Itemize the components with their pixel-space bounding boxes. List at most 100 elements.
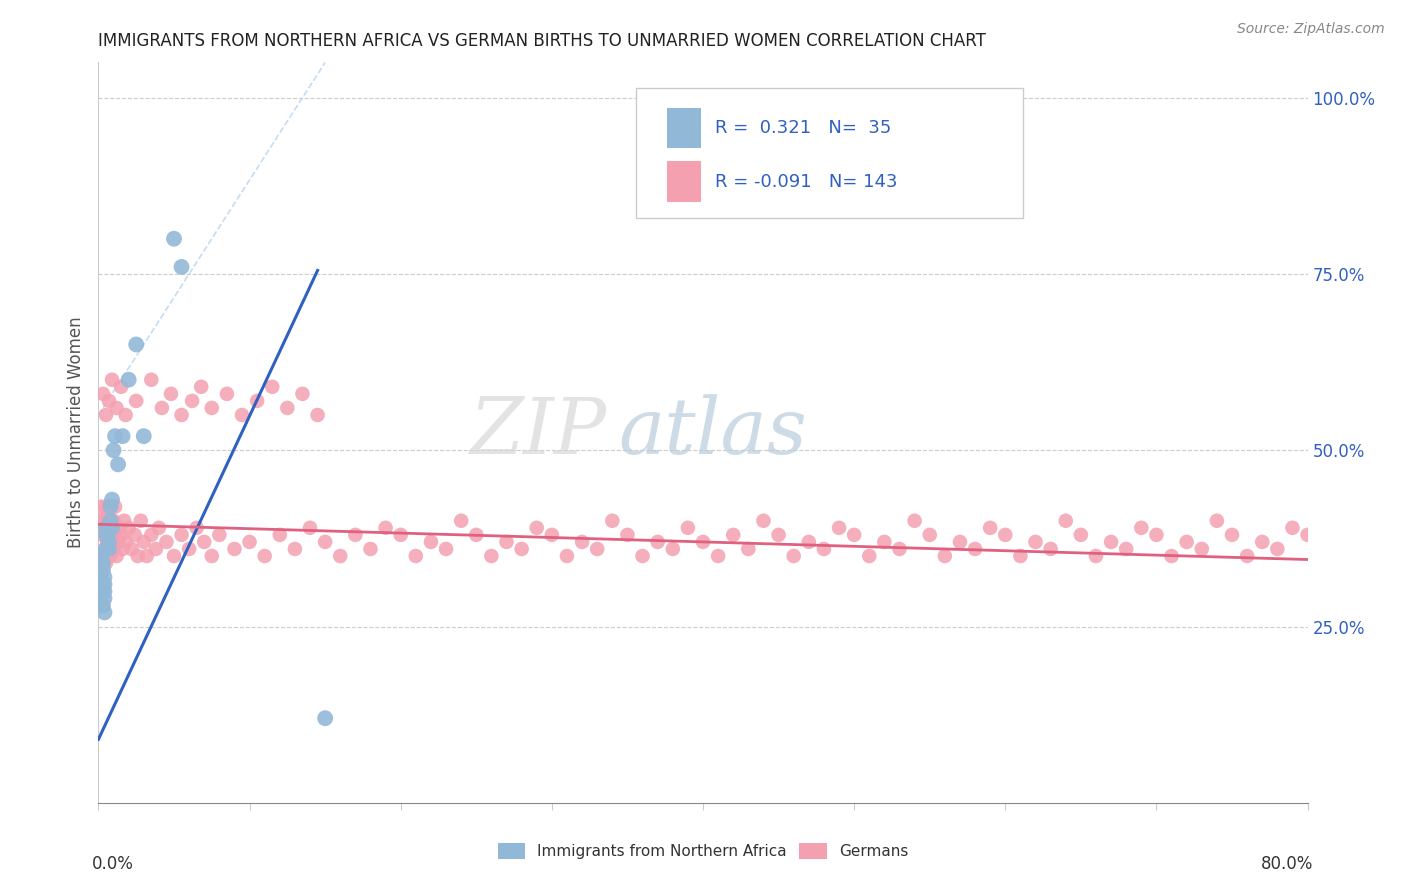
Point bbox=[94, 500, 117, 514]
Point bbox=[150, 401, 173, 415]
Point bbox=[540, 528, 562, 542]
Point bbox=[145, 541, 167, 556]
Point bbox=[91, 556, 114, 570]
Point bbox=[692, 535, 714, 549]
Point bbox=[89, 570, 111, 584]
Point bbox=[1039, 541, 1062, 556]
Point bbox=[555, 549, 578, 563]
Point bbox=[96, 521, 118, 535]
Point bbox=[96, 507, 118, 521]
Point bbox=[1144, 528, 1167, 542]
Point bbox=[105, 401, 128, 415]
Point bbox=[215, 387, 238, 401]
Point bbox=[994, 528, 1017, 542]
Point bbox=[179, 541, 201, 556]
Point bbox=[101, 373, 124, 387]
Point bbox=[631, 549, 654, 563]
Point bbox=[450, 514, 472, 528]
Text: R =  0.321   N=  35: R = 0.321 N= 35 bbox=[716, 119, 891, 136]
Point bbox=[132, 535, 155, 549]
Point bbox=[329, 549, 352, 563]
Point bbox=[98, 514, 121, 528]
Point bbox=[105, 549, 128, 563]
Point bbox=[314, 535, 336, 549]
Point bbox=[965, 541, 987, 556]
Point bbox=[91, 549, 114, 563]
Point bbox=[813, 541, 835, 556]
Point bbox=[100, 514, 122, 528]
Point bbox=[94, 528, 117, 542]
Point bbox=[96, 535, 118, 549]
Point bbox=[107, 458, 129, 472]
Point bbox=[112, 514, 135, 528]
Point bbox=[1175, 535, 1198, 549]
Point bbox=[98, 541, 121, 556]
Point bbox=[1010, 549, 1032, 563]
Point bbox=[170, 528, 193, 542]
Point bbox=[98, 541, 121, 556]
Y-axis label: Births to Unmarried Women: Births to Unmarried Women bbox=[66, 317, 84, 549]
Point bbox=[91, 563, 114, 577]
Point bbox=[844, 528, 866, 542]
Point bbox=[201, 549, 224, 563]
Point bbox=[299, 521, 322, 535]
Point bbox=[262, 380, 284, 394]
Point bbox=[1130, 521, 1153, 535]
Point bbox=[1160, 549, 1182, 563]
Point bbox=[276, 401, 298, 415]
Point bbox=[160, 387, 183, 401]
Point bbox=[1070, 528, 1092, 542]
Point bbox=[104, 500, 127, 514]
Point bbox=[104, 429, 127, 443]
Point bbox=[934, 549, 956, 563]
Point bbox=[91, 521, 114, 535]
Point bbox=[104, 528, 127, 542]
Text: Source: ZipAtlas.com: Source: ZipAtlas.com bbox=[1237, 22, 1385, 37]
Point bbox=[103, 514, 125, 528]
Point bbox=[101, 521, 124, 535]
Point bbox=[208, 528, 231, 542]
Point bbox=[616, 528, 638, 542]
Point bbox=[1054, 514, 1077, 528]
Point bbox=[91, 387, 114, 401]
Point bbox=[91, 599, 114, 613]
Point bbox=[1206, 514, 1229, 528]
Point bbox=[602, 514, 624, 528]
Point bbox=[103, 443, 125, 458]
Point bbox=[889, 541, 911, 556]
FancyBboxPatch shape bbox=[666, 108, 700, 148]
Point bbox=[510, 541, 533, 556]
Point bbox=[100, 500, 122, 514]
Point bbox=[93, 606, 115, 620]
Point bbox=[284, 541, 307, 556]
Point bbox=[90, 500, 112, 514]
Point bbox=[420, 535, 443, 549]
Point bbox=[571, 535, 593, 549]
Point bbox=[110, 528, 132, 542]
Point bbox=[93, 584, 115, 599]
Point bbox=[344, 528, 367, 542]
Point bbox=[752, 514, 775, 528]
Point bbox=[124, 528, 146, 542]
Point bbox=[103, 541, 125, 556]
Point bbox=[96, 528, 118, 542]
Point bbox=[314, 711, 336, 725]
Point bbox=[118, 373, 141, 387]
Point bbox=[949, 535, 972, 549]
Point bbox=[121, 541, 143, 556]
Point bbox=[465, 528, 488, 542]
Point bbox=[170, 408, 193, 422]
Point bbox=[253, 549, 276, 563]
Point bbox=[246, 393, 269, 408]
Point bbox=[291, 387, 314, 401]
Point bbox=[163, 549, 186, 563]
FancyBboxPatch shape bbox=[666, 161, 700, 202]
Point bbox=[1251, 535, 1274, 549]
Point bbox=[89, 514, 111, 528]
Point bbox=[797, 535, 820, 549]
Point bbox=[132, 429, 155, 443]
Text: IMMIGRANTS FROM NORTHERN AFRICA VS GERMAN BIRTHS TO UNMARRIED WOMEN CORRELATION : IMMIGRANTS FROM NORTHERN AFRICA VS GERMA… bbox=[98, 32, 986, 50]
Point bbox=[661, 541, 683, 556]
Point bbox=[239, 535, 262, 549]
FancyBboxPatch shape bbox=[637, 88, 1024, 218]
